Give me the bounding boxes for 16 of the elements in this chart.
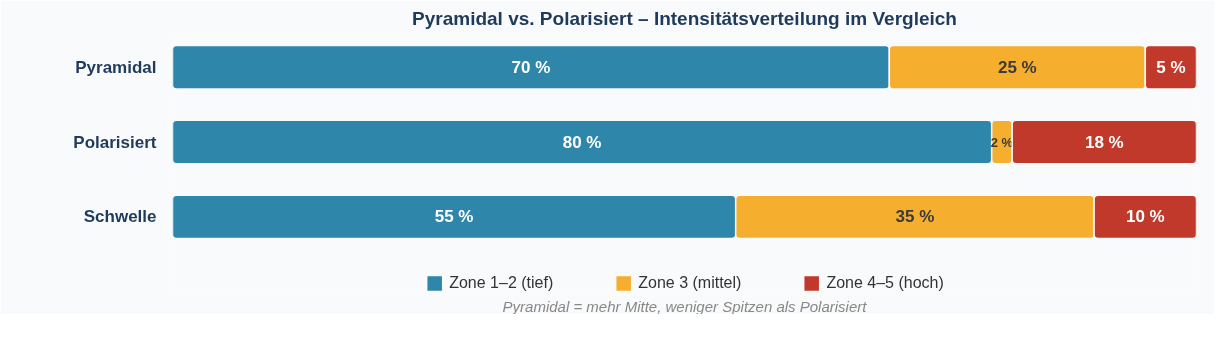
data-label: 35 % xyxy=(895,207,935,227)
y-tick-label: Schwelle xyxy=(83,207,157,227)
legend-label: Zone 4–5 (hoch) xyxy=(826,274,944,292)
data-label: 5 % xyxy=(1156,57,1186,77)
data-label: 70 % xyxy=(511,57,551,77)
y-tick-label: Polarisiert xyxy=(73,132,157,152)
data-label: 55 % xyxy=(434,207,474,227)
legend-label: Zone 1–2 (tief) xyxy=(449,274,554,292)
data-label: 18 % xyxy=(1084,132,1124,152)
y-tick-label: Pyramidal xyxy=(75,57,157,77)
data-label: 25 % xyxy=(997,57,1037,77)
data-label: 80 % xyxy=(562,132,602,152)
text: Pyramidal = mehr Mitte, weniger Spitzen als Polarisiert xyxy=(502,297,868,315)
data-label: 10 % xyxy=(1125,207,1165,227)
chart-title: Pyramidal vs. Polarisiert – Intensitätsverteilung im Vergleich xyxy=(412,7,957,29)
legend-label: Zone 3 (mittel) xyxy=(638,274,742,292)
